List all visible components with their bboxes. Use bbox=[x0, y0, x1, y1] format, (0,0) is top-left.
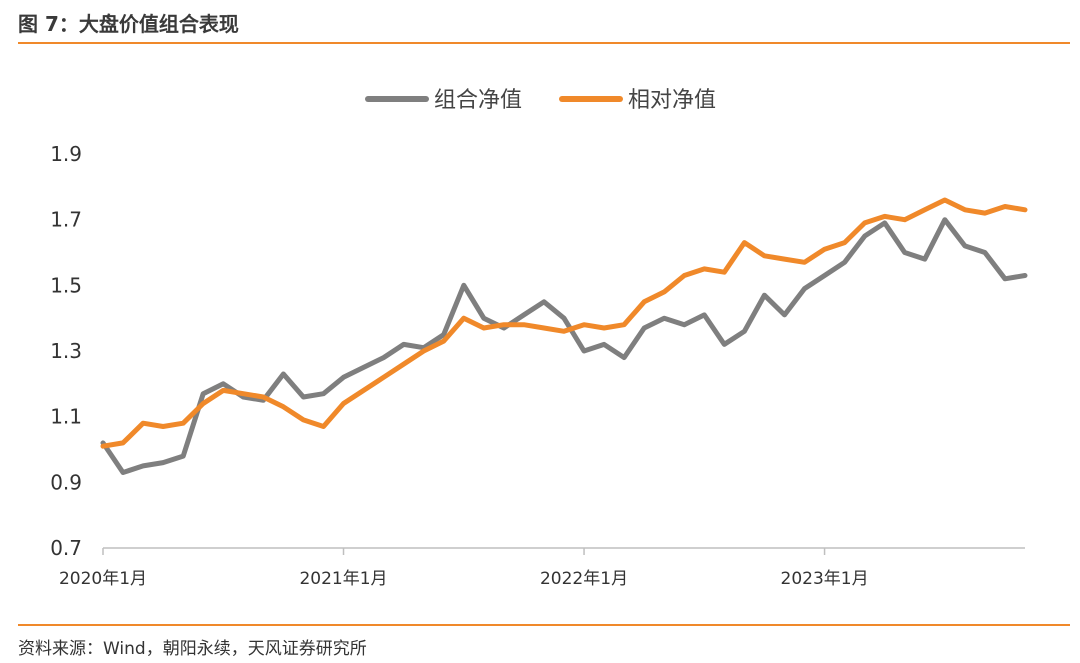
y-tick-label: 1.1 bbox=[50, 405, 82, 429]
y-axis: 1.9 1.7 1.5 1.3 1.1 0.9 0.7 bbox=[50, 142, 82, 560]
x-axis: 2020年1月 2021年1月 2022年1月 2023年1月 bbox=[59, 547, 1025, 589]
series-line-1 bbox=[100, 217, 1028, 475]
x-tick-label: 2021年1月 bbox=[299, 569, 387, 589]
y-tick-label: 1.3 bbox=[50, 339, 82, 363]
x-tick-label: 2020年1月 bbox=[59, 569, 147, 589]
y-tick-label: 1.5 bbox=[50, 273, 82, 297]
top-rule bbox=[18, 42, 1070, 44]
legend-label-2: 相对净值 bbox=[628, 88, 716, 113]
figure-title: 图 7：大盘价值组合表现 bbox=[18, 12, 239, 36]
legend-label-1: 组合净值 bbox=[434, 88, 522, 113]
bottom-rule bbox=[18, 624, 1070, 626]
y-tick-label: 1.7 bbox=[50, 208, 82, 232]
y-tick-label: 0.9 bbox=[50, 470, 82, 494]
series-layer bbox=[100, 197, 1028, 475]
series-line-2 bbox=[100, 197, 1028, 449]
source-note: 资料来源：Wind，朝阳永续，天风证券研究所 bbox=[18, 639, 367, 659]
x-tick-label: 2022年1月 bbox=[540, 569, 628, 589]
line-chart: 组合净值 相对净值 1.91.71.51.31.10.90.7 2020年1月 20… bbox=[50, 88, 1028, 589]
y-tick-label: 0.7 bbox=[50, 536, 82, 560]
legend: 组合净值 相对净值 bbox=[365, 88, 716, 113]
x-tick-label: 2023年1月 bbox=[781, 569, 869, 589]
y-tick-label: 1.9 bbox=[50, 142, 82, 166]
